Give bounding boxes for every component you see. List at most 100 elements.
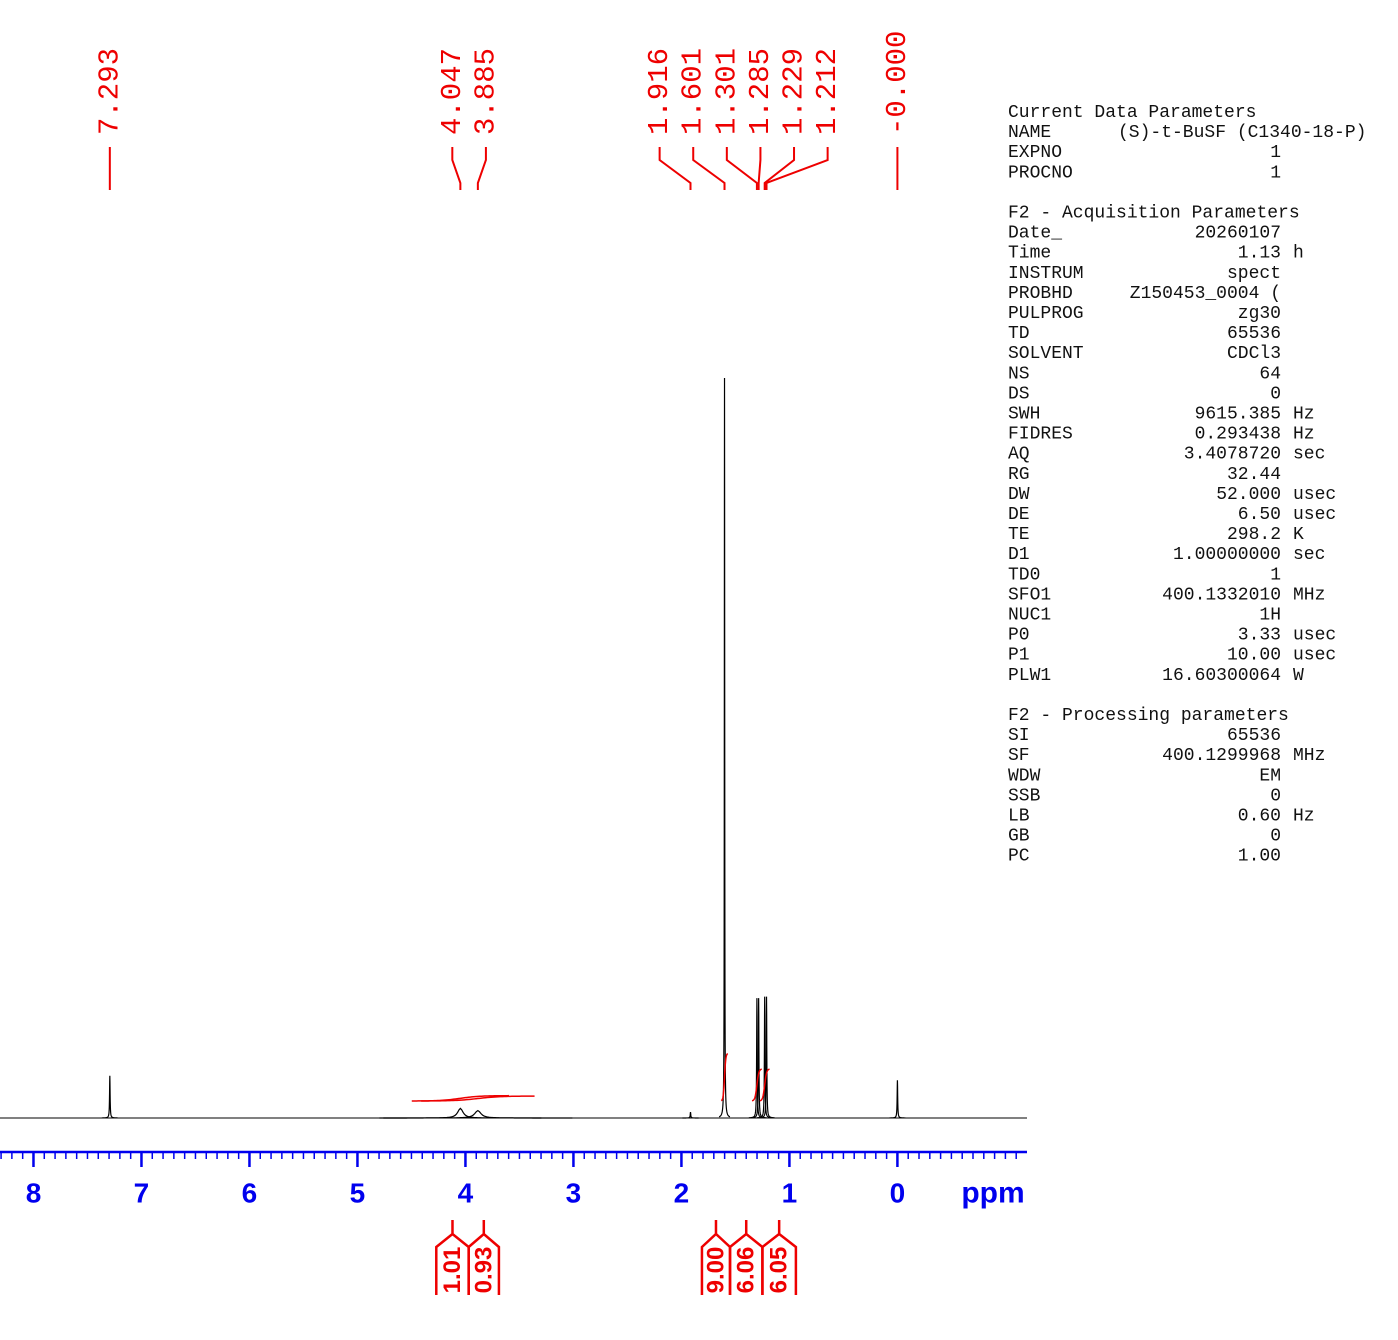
parameter-section-title: F2 - Acquisition Parameters — [1008, 204, 1300, 224]
parameter-value: 3.33 — [1238, 626, 1281, 646]
integral-curve — [751, 1068, 762, 1102]
parameter-name: NUC1 — [1008, 606, 1051, 626]
peak-label: 1.916 — [643, 48, 676, 135]
parameter-unit: MHz — [1293, 746, 1325, 766]
parameter-name: PLW1 — [1008, 666, 1051, 686]
parameter-value: Z150453_0004 ( — [1130, 284, 1281, 304]
parameter-name: SOLVENT — [1008, 344, 1084, 364]
peak-label: -0.000 — [881, 31, 914, 135]
peak-label-connector — [757, 147, 762, 190]
x-tick-label: 1 — [782, 1178, 798, 1209]
parameter-value: 6.50 — [1238, 505, 1281, 525]
peak-label-connector — [476, 147, 487, 190]
parameter-name: D1 — [1008, 545, 1030, 565]
peak — [758, 996, 775, 1119]
peak-label-connector — [692, 147, 726, 190]
parameter-unit: sec — [1293, 545, 1325, 565]
peak-label: 3.885 — [469, 48, 502, 135]
parameter-unit: W — [1293, 666, 1304, 686]
peak-label: 1.301 — [710, 48, 743, 135]
peak-label-connector — [658, 147, 692, 190]
parameter-value: 16.60300064 — [1162, 666, 1281, 686]
x-tick-label: 0 — [890, 1178, 906, 1209]
x-tick-label: 6 — [242, 1178, 258, 1209]
integral-curve — [720, 1052, 729, 1102]
parameter-name: Time — [1008, 244, 1051, 264]
parameter-value: 3.4078720 — [1184, 445, 1281, 465]
x-tick-label: 3 — [566, 1178, 582, 1209]
parameter-value: 400.1299968 — [1162, 746, 1281, 766]
parameter-unit: usec — [1293, 505, 1336, 525]
peak-label: 7.293 — [93, 48, 126, 135]
parameter-value: 0 — [1270, 384, 1281, 404]
parameter-name: PC — [1008, 847, 1030, 867]
peak-label: 1.212 — [811, 48, 844, 135]
parameter-name: TD0 — [1008, 565, 1040, 585]
parameter-value: 64 — [1259, 364, 1281, 384]
integral-label: 6.06 — [733, 1247, 760, 1294]
parameter-value: 1H — [1259, 606, 1281, 626]
parameter-name: DW — [1008, 485, 1030, 505]
parameter-unit: usec — [1293, 485, 1336, 505]
parameter-value: 1 — [1270, 163, 1281, 183]
parameter-value: 1.13 — [1238, 244, 1281, 264]
peak — [718, 377, 731, 1118]
integral-label: 0.93 — [470, 1247, 497, 1294]
peak — [682, 1111, 699, 1119]
parameter-value: 0 — [1270, 786, 1281, 806]
x-tick-label: 5 — [350, 1178, 366, 1209]
parameter-name: FIDRES — [1008, 425, 1073, 445]
parameter-name: DE — [1008, 505, 1030, 525]
peak — [383, 1109, 573, 1119]
peak-label-connector — [765, 147, 829, 190]
x-tick-label: 2 — [674, 1178, 690, 1209]
parameter-value: 0.60 — [1238, 807, 1281, 827]
x-tick-label: 4 — [458, 1178, 474, 1209]
peak-label: 4.047 — [436, 48, 469, 135]
integral-label: 9.00 — [702, 1247, 729, 1294]
parameter-value: 10.00 — [1227, 646, 1281, 666]
parameter-unit: Hz — [1293, 405, 1315, 425]
parameter-name: PROCNO — [1008, 163, 1073, 183]
parameter-value: 52.000 — [1216, 485, 1281, 505]
parameter-value: 298.2 — [1227, 525, 1281, 545]
parameter-value: 1 — [1270, 565, 1281, 585]
parameter-unit: sec — [1293, 445, 1325, 465]
integral-label: 1.01 — [439, 1247, 466, 1294]
parameter-section-title: Current Data Parameters — [1008, 103, 1256, 123]
peak-label-connector — [763, 147, 796, 190]
parameter-name: SF — [1008, 746, 1030, 766]
parameter-value: spect — [1227, 264, 1281, 284]
parameter-value: CDCl3 — [1227, 344, 1281, 364]
parameter-unit: Hz — [1293, 425, 1315, 445]
parameter-name: RG — [1008, 465, 1030, 485]
parameter-value: 0 — [1270, 827, 1281, 847]
parameter-name: P0 — [1008, 626, 1030, 646]
parameter-name: Date_ — [1008, 224, 1062, 244]
peak-label-connector — [451, 147, 462, 190]
parameter-name: SFO1 — [1008, 585, 1051, 605]
integral-curve — [421, 1095, 535, 1102]
parameter-value: 20260107 — [1195, 224, 1281, 244]
parameter-value: 65536 — [1227, 324, 1281, 344]
parameter-unit: usec — [1293, 626, 1336, 646]
parameter-unit: MHz — [1293, 585, 1325, 605]
parameter-name: TD — [1008, 324, 1030, 344]
parameter-value: 0.293438 — [1195, 425, 1281, 445]
integral-curve — [759, 1068, 770, 1102]
parameter-unit: usec — [1293, 646, 1336, 666]
x-axis-label: ppm — [961, 1177, 1024, 1210]
parameter-unit: K — [1293, 525, 1304, 545]
parameter-name: SWH — [1008, 405, 1040, 425]
parameter-name: DS — [1008, 384, 1030, 404]
peak — [101, 1075, 118, 1119]
parameter-name: INSTRUM — [1008, 264, 1084, 284]
parameter-name: AQ — [1008, 445, 1030, 465]
peak — [750, 998, 767, 1119]
parameter-name: NS — [1008, 364, 1030, 384]
parameter-unit: h — [1293, 244, 1304, 264]
parameter-name: P1 — [1008, 646, 1030, 666]
x-tick-label: 8 — [26, 1178, 42, 1209]
peak-label: 1.601 — [677, 48, 710, 135]
